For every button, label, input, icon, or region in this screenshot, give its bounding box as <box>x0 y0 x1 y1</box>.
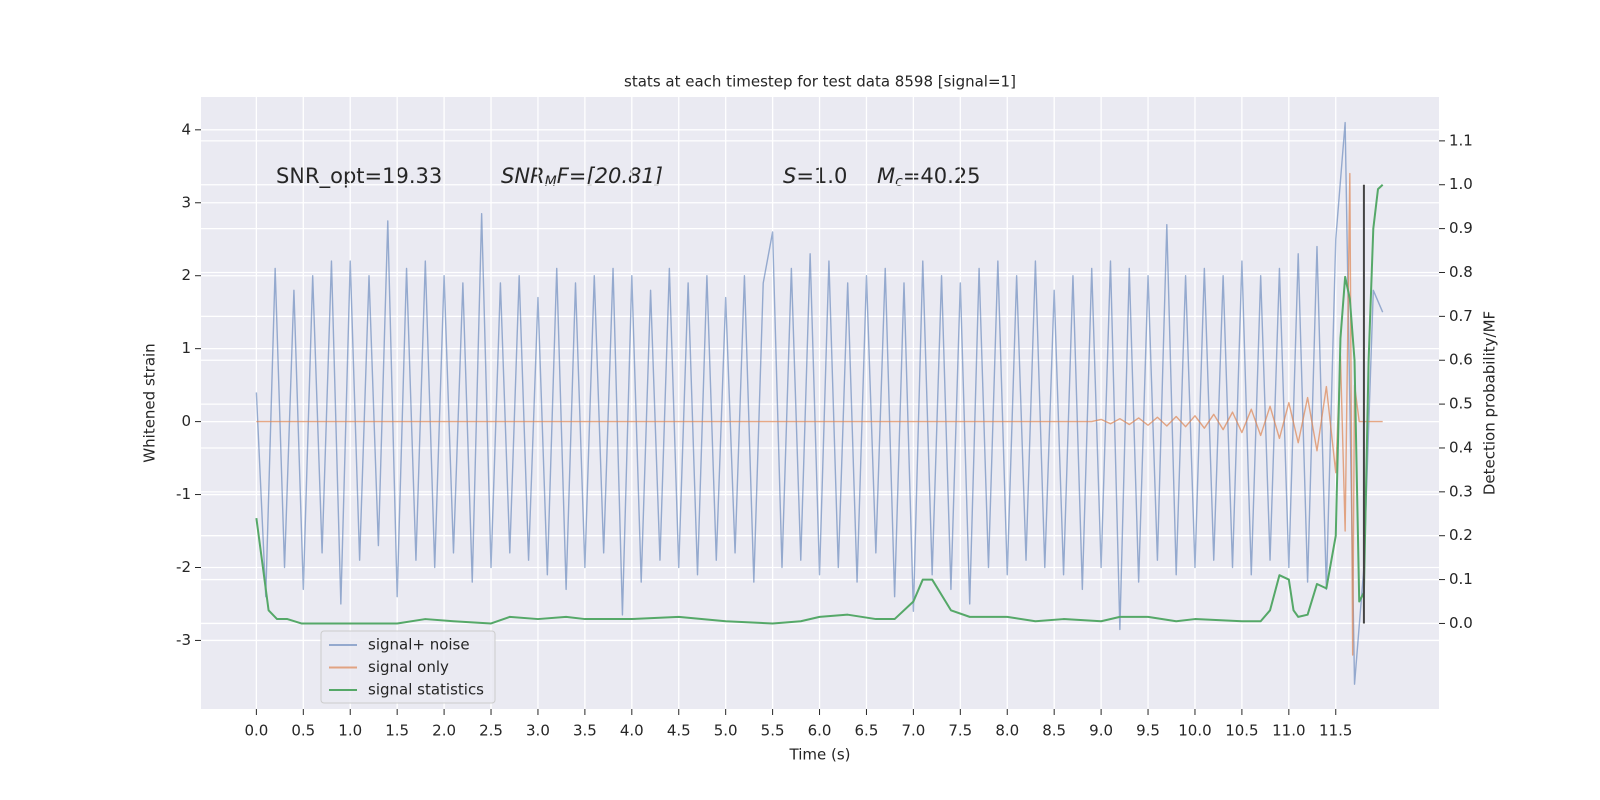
x-tick-label: 9.5 <box>1136 722 1160 740</box>
y2-tick-label: 0.6 <box>1449 351 1473 369</box>
y-tick-label: 4 <box>181 120 191 138</box>
y2-tick-label: 0.2 <box>1449 526 1473 544</box>
y-tick-label: 3 <box>181 193 191 211</box>
x-tick-label: 7.5 <box>948 722 972 740</box>
x-tick-label: 4.5 <box>667 722 691 740</box>
annotation: Mc=40.25 <box>877 164 981 190</box>
x-tick-label: 1.5 <box>385 722 409 740</box>
y2-tick-label: 0.4 <box>1449 438 1473 456</box>
y-tick-label: 1 <box>181 339 191 357</box>
y-tick-label: -1 <box>176 485 191 503</box>
x-tick-label: 6.5 <box>855 722 879 740</box>
legend-box <box>320 630 496 704</box>
x-tick-label: 3.0 <box>526 722 550 740</box>
series-line <box>255 184 1384 625</box>
y2-tick-label: 0.1 <box>1449 570 1473 588</box>
y2-tick-label: 0.3 <box>1449 482 1473 500</box>
x-tick-label: 8.0 <box>995 722 1019 740</box>
annotation: SNRMF=[20.81] <box>501 164 663 190</box>
x-tick-label: 1.0 <box>338 722 362 740</box>
x-tick-label: 10.5 <box>1225 722 1258 740</box>
x-tick-label: 4.0 <box>620 722 644 740</box>
annotation-part: =1.0 <box>796 164 847 188</box>
y2-tick-label: 0.8 <box>1449 263 1473 281</box>
x-tick-label: 11.5 <box>1319 722 1352 740</box>
annotation-part: F=[20.81] <box>557 164 663 188</box>
legend-label: signal statistics <box>368 681 484 699</box>
y2-tick-label: 1.0 <box>1449 175 1473 193</box>
annotation-sub: c <box>895 174 903 190</box>
x-tick-label: 5.5 <box>761 722 785 740</box>
annotation-part: S <box>783 164 796 188</box>
y2-tick-label: 0.0 <box>1449 614 1473 632</box>
x-tick-label: 0.5 <box>291 722 315 740</box>
x-tick-label: 9.0 <box>1089 722 1113 740</box>
legend: signal+ noise signal only signal statistic… <box>320 630 496 704</box>
x-tick-label: 11.0 <box>1272 722 1305 740</box>
y2-tick-label: 1.1 <box>1449 131 1473 149</box>
x-tick-label: 7.0 <box>901 722 925 740</box>
legend-label: signal+ noise <box>368 636 470 654</box>
y-axis-label: Whitened strain <box>141 343 159 462</box>
x-tick-label: 2.0 <box>432 722 456 740</box>
y-tick-label: -2 <box>176 558 191 576</box>
x-axis-label: Time (s) <box>789 746 851 764</box>
y-tick-label: 0 <box>181 412 191 430</box>
y2-tick-label: 0.5 <box>1449 395 1473 413</box>
annotation: S=1.0 <box>783 164 847 188</box>
x-tick-label: 8.5 <box>1042 722 1066 740</box>
series-line <box>255 121 1384 685</box>
x-tick-label: 5.0 <box>714 722 738 740</box>
x-tick-label: 0.0 <box>244 722 268 740</box>
y-tick-label: 2 <box>181 266 191 284</box>
annotation-part: =40.25 <box>903 164 981 188</box>
x-tick-label: 3.5 <box>573 722 597 740</box>
annotation-part: M <box>877 164 895 188</box>
x-tick-label: 10.0 <box>1178 722 1211 740</box>
y2-tick-label: 0.9 <box>1449 219 1473 237</box>
annotation-sub: M <box>545 174 557 190</box>
legend-label: signal only <box>368 658 449 676</box>
x-tick-label: 2.5 <box>479 722 503 740</box>
y2-tick-label: 0.7 <box>1449 307 1473 325</box>
y2-axis-label: Detection probability/MF <box>1481 311 1499 495</box>
x-tick-label: 6.0 <box>808 722 832 740</box>
y-tick-label: -3 <box>176 631 191 649</box>
chart-title: stats at each timestep for test data 859… <box>624 73 1016 91</box>
